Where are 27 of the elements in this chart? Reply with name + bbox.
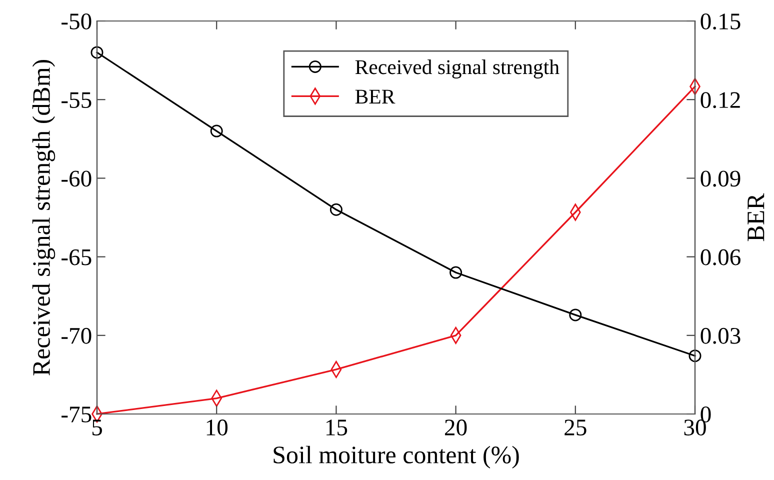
x-tick-label: 20 <box>445 420 467 436</box>
y-axis-title: Received signal strength (dBm) <box>32 60 56 376</box>
point <box>569 308 582 322</box>
x-tick-label: 10 <box>206 420 228 436</box>
y-tick-label: -70 <box>62 328 92 344</box>
y-tick-label: -50 <box>62 13 92 30</box>
y2-tick-label: 0.12 <box>700 92 740 108</box>
y2-tick-label: 0.15 <box>700 13 740 30</box>
point <box>330 203 342 216</box>
y2-tick-label: 0.06 <box>700 249 740 266</box>
legend-label: BER <box>355 90 396 104</box>
x-tick-label: 5 <box>92 420 102 436</box>
point <box>90 46 104 59</box>
y-tick-label: -60 <box>62 170 92 187</box>
x-axis-title: Soil moiture content (%) <box>274 446 519 468</box>
x-tick-label: 25 <box>564 420 586 436</box>
point <box>210 124 223 138</box>
point <box>450 266 462 279</box>
y-tick-label: -75 <box>62 406 92 422</box>
y-tick-label: -55 <box>62 92 92 108</box>
y2-tick-label: 0.09 <box>700 170 740 187</box>
legend-label: Received signal strength <box>355 60 560 78</box>
y2-axis-title: BER <box>748 193 764 242</box>
y2-tick-label: 0.03 <box>700 328 740 344</box>
y-tick-label: -65 <box>62 249 92 266</box>
point <box>688 350 702 362</box>
x-tick-label: 15 <box>326 420 348 436</box>
